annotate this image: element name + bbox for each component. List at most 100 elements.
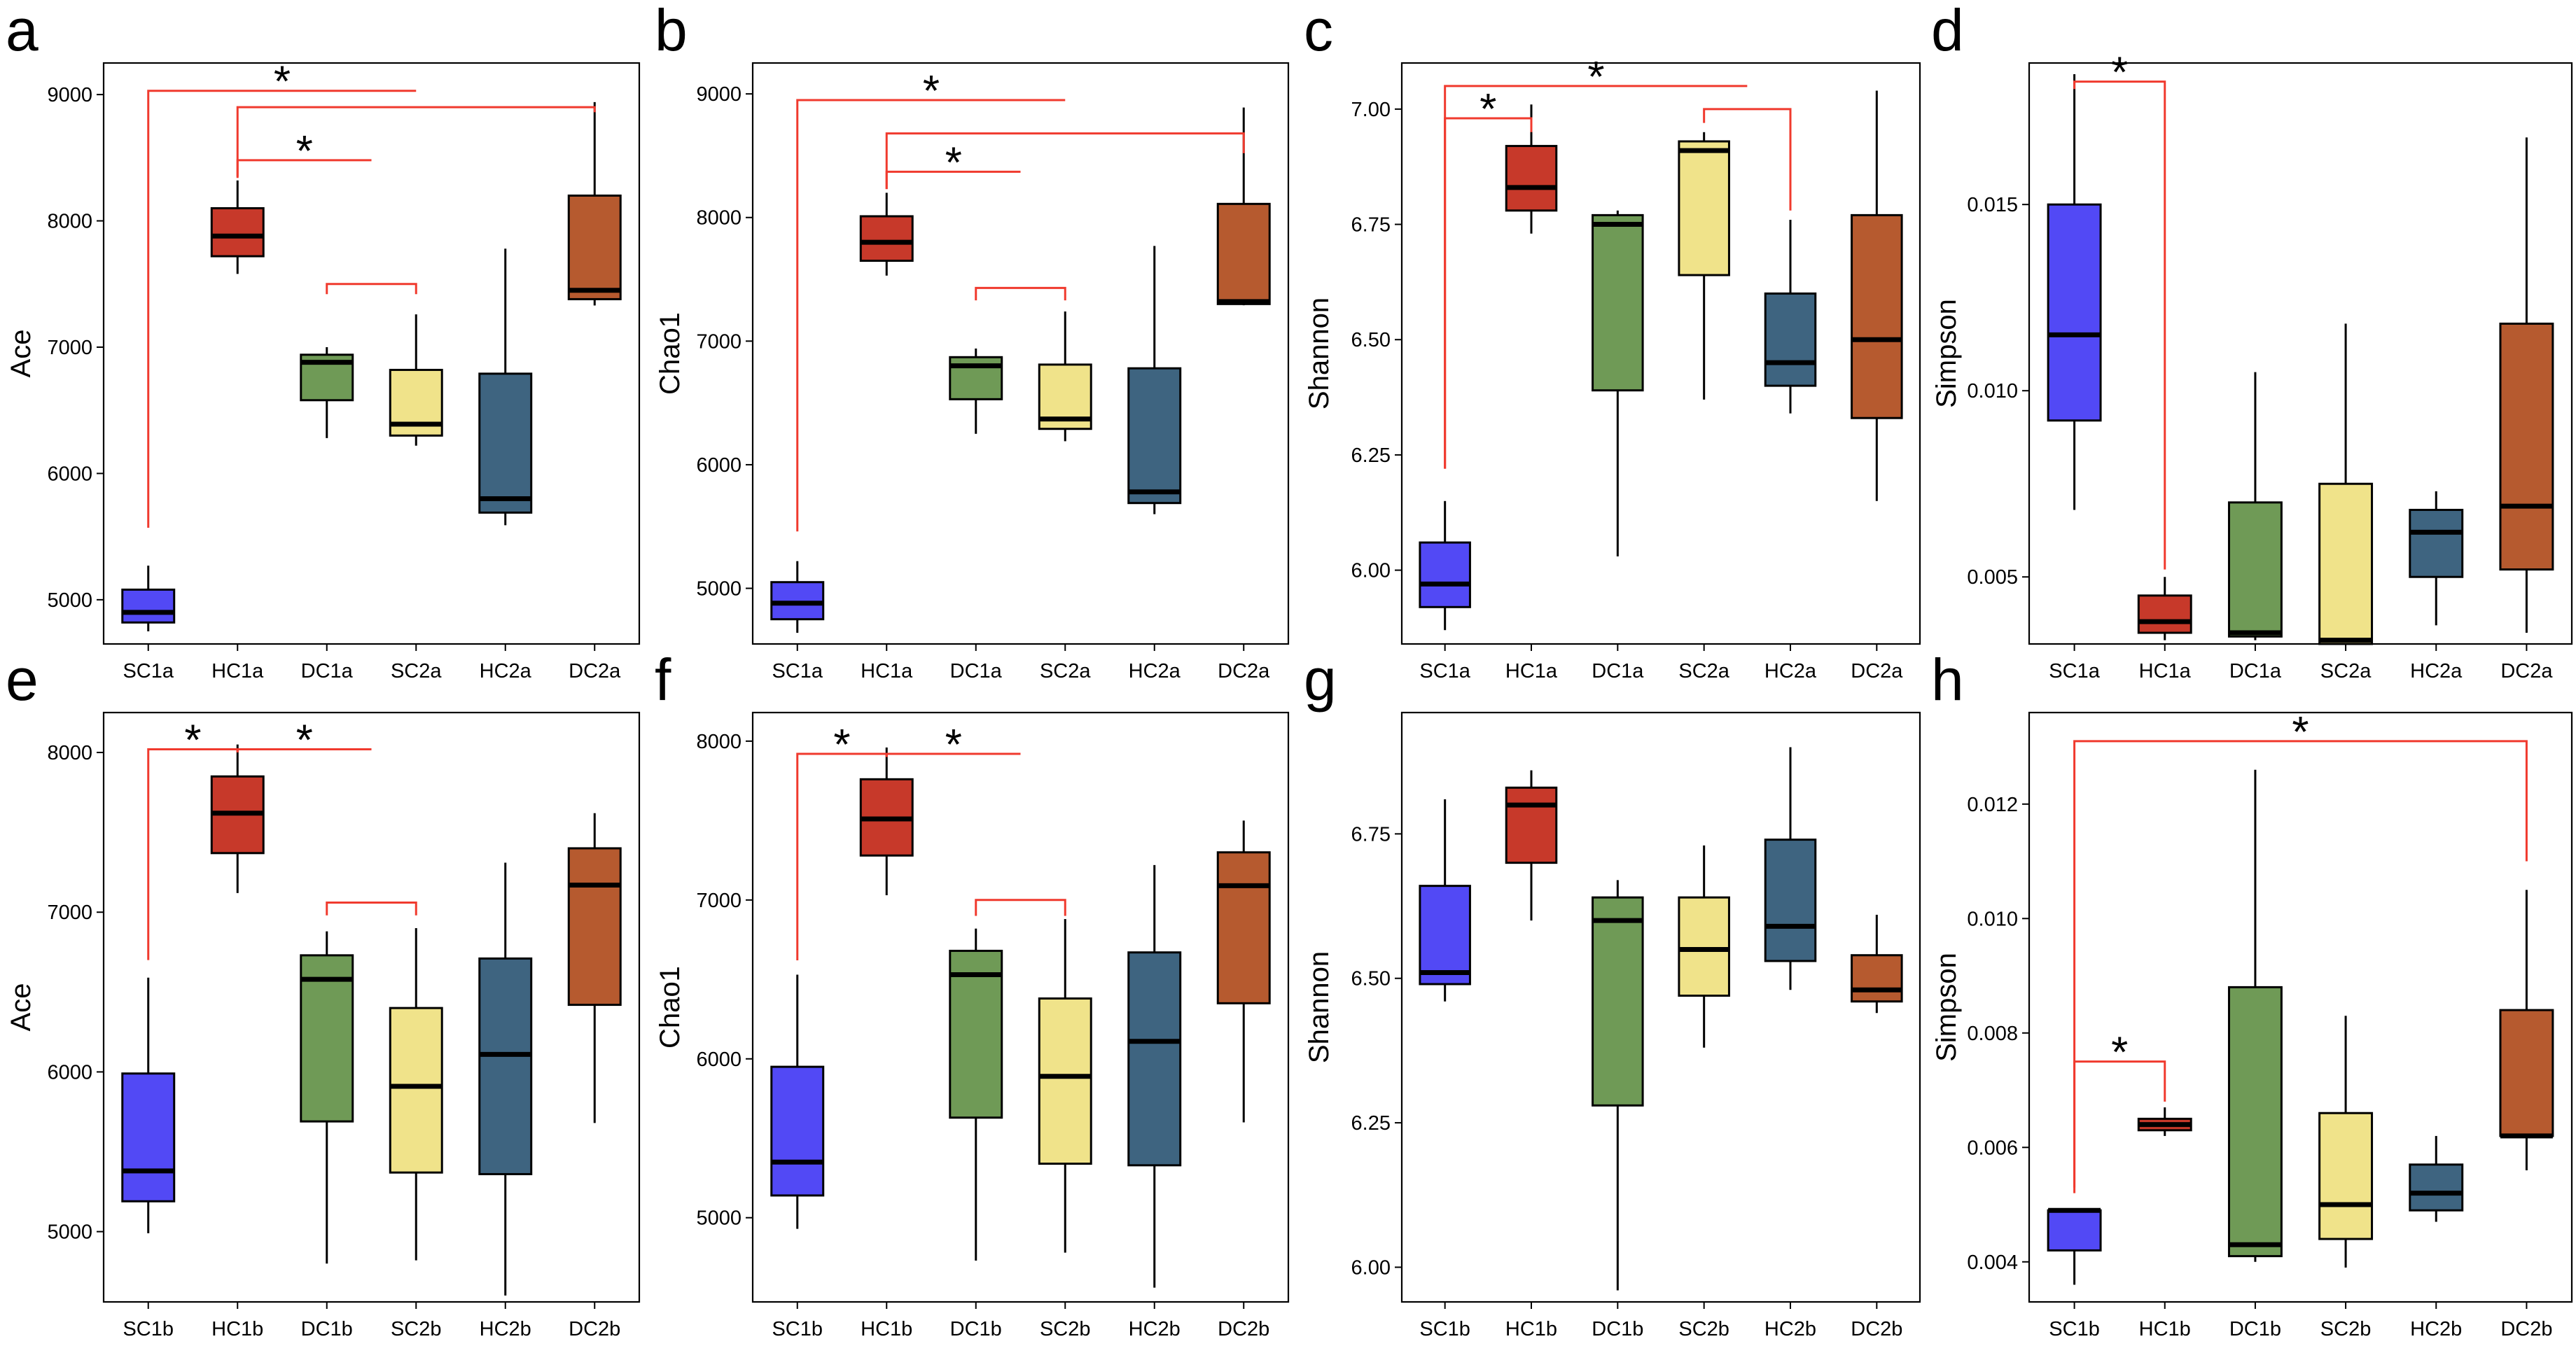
x-tick-label: DC2b (2500, 1318, 2552, 1340)
box-DC2a (2499, 137, 2554, 633)
box-body (1764, 839, 1817, 962)
box-DC2a (567, 101, 622, 306)
y-tick-label: 5000 (47, 1221, 92, 1244)
x-tick-label: SC1b (2049, 1318, 2100, 1340)
box-DC1b (300, 931, 354, 1264)
box-body (300, 954, 354, 1123)
box-HC2b (1127, 864, 1182, 1288)
panel-g: g Shannon 6.00 6.25 6.50 6.75 SC1b HC1b DC1b SC2b… (1304, 647, 1921, 1340)
box-body (1592, 213, 1644, 392)
box-body (2318, 1112, 2374, 1240)
box-body (389, 1007, 443, 1174)
panel-letter: c (1304, 0, 1333, 63)
y-tick-label: 6.50 (1351, 329, 1391, 351)
y-tick-label: 6.75 (1351, 214, 1391, 237)
x-tick-label: HC2a (480, 660, 532, 682)
significance-bracket (2073, 80, 2166, 570)
box-body (1127, 367, 1182, 505)
box-body (478, 372, 533, 514)
box-body (1419, 885, 1471, 986)
box-body (1216, 851, 1271, 1004)
y-tick-label: 8000 (47, 211, 92, 233)
y-axis-label: Ace (6, 330, 36, 378)
x-tick-label: SC1b (1419, 1318, 1470, 1340)
box-body (2047, 203, 2102, 422)
box-DC1b (949, 928, 1003, 1261)
box-DC1b (1592, 880, 1644, 1291)
significance-bracket (2073, 740, 2528, 1193)
x-tick-label: SC1a (1419, 660, 1470, 682)
y-tick-label: 6.50 (1351, 968, 1391, 990)
box-HC2b (1764, 747, 1817, 990)
box-HC2a (1764, 219, 1817, 414)
box-body (1851, 954, 1903, 1003)
box-SC2a (1678, 132, 1730, 400)
box-SC1a (1419, 500, 1471, 631)
significance-bracket (975, 899, 1066, 916)
significance-bracket (1703, 108, 1792, 211)
panel-letter: h (1931, 647, 1964, 713)
x-tick-label: DC1a (950, 660, 1003, 682)
box-SC2a (2318, 323, 2374, 645)
y-tick-label: 6.25 (1351, 444, 1391, 467)
box-SC2a (389, 314, 443, 446)
plot-frame (751, 711, 1290, 1303)
x-tick-label: HC1b (1505, 1318, 1557, 1340)
x-tick-label: HC1a (1505, 660, 1558, 682)
significance-star: * (2111, 49, 2128, 97)
panel-letter: f (655, 647, 671, 713)
box-SC2b (1678, 845, 1730, 1048)
box-SC1a (770, 561, 825, 633)
plot-frame (2028, 62, 2573, 645)
x-tick-label: SC2b (391, 1318, 442, 1340)
y-tick-label: 6000 (47, 463, 92, 485)
panel-a: a Ace 5000 6000 7000 8000 9000 SC1a HC1a DC1a SC2a… (6, 0, 641, 682)
box-body (949, 949, 1003, 1119)
x-tick-label: HC1b (861, 1318, 912, 1340)
y-axis-label: Ace (6, 983, 36, 1032)
box-body (859, 215, 914, 262)
box-HC1a (210, 180, 265, 274)
box-HC2b (478, 862, 533, 1296)
box-SC1a (121, 566, 176, 631)
x-tick-label: DC2b (1851, 1318, 1902, 1340)
box-HC1b (210, 744, 265, 893)
box-body (1764, 292, 1817, 387)
significance-bracket (885, 170, 1021, 190)
y-tick-label: 0.012 (1967, 794, 2018, 816)
y-tick-label: 7.00 (1351, 99, 1391, 121)
panel-letter: g (1304, 647, 1337, 713)
significance-bracket (236, 106, 596, 177)
x-tick-label: SC1b (123, 1318, 174, 1340)
significance-star: * (2292, 708, 2309, 757)
x-tick-label: HC2b (480, 1318, 531, 1340)
panel-e: e Ace 5000 6000 7000 8000 SC1b HC1b DC1b SC2b HC2b… (6, 647, 641, 1340)
panel-b: b Chao1 5000 6000 7000 8000 9000 SC1a HC1a DC1a SC… (655, 0, 1290, 682)
box-body (1419, 541, 1471, 608)
y-tick-label: 7000 (47, 337, 92, 359)
y-tick-label: 6.25 (1351, 1112, 1391, 1135)
box-HC1a (859, 192, 914, 276)
x-tick-label: SC2b (1678, 1318, 1729, 1340)
x-tick-label: HC2b (2410, 1318, 2462, 1340)
x-tick-label: DC1b (2229, 1318, 2281, 1340)
plot-frame (102, 711, 641, 1303)
plot-frame (751, 62, 1290, 645)
box-body (2499, 1009, 2554, 1137)
box-body (567, 194, 622, 300)
significance-star: * (296, 716, 313, 764)
box-body (1127, 951, 1182, 1167)
box-body (1216, 202, 1271, 305)
y-tick-label: 6.75 (1351, 823, 1391, 846)
box-body (1678, 140, 1730, 276)
box-body (770, 1065, 825, 1197)
box-HC1b (1505, 770, 1558, 921)
y-axis-label: Chao1 (655, 312, 685, 395)
box-SC1b (121, 977, 176, 1233)
significance-star: * (1587, 53, 1604, 101)
x-tick-label: DC2b (1218, 1318, 1269, 1340)
y-tick-label: 7000 (696, 890, 742, 912)
x-tick-label: DC2a (1218, 660, 1270, 682)
box-HC2a (2409, 491, 2464, 626)
